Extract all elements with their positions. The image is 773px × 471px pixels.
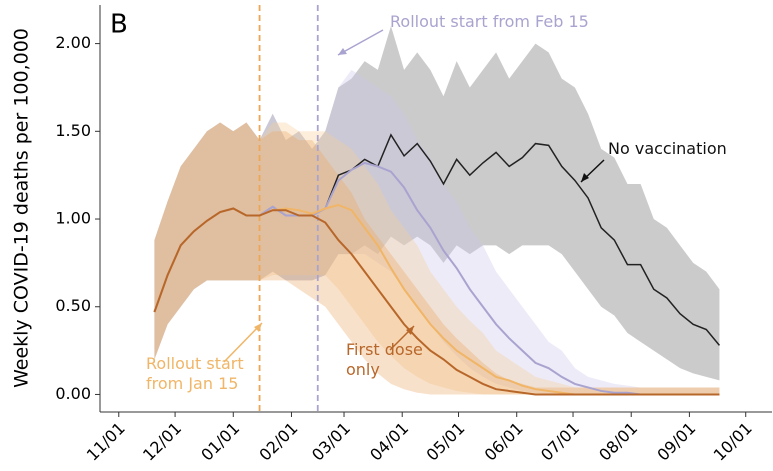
x-tick-label: 09/01 <box>653 419 699 465</box>
annotation: Rollout start from Jan 15 <box>146 354 244 393</box>
uncertainty-band <box>154 26 720 381</box>
y-tick-label: 2.00 <box>55 33 91 52</box>
x-tick-label: 07/01 <box>537 419 583 465</box>
arrow-head <box>254 323 262 332</box>
x-tick-label: 02/01 <box>255 419 301 465</box>
y-tick-label: 1.00 <box>55 209 91 228</box>
arrow-head <box>581 173 589 182</box>
x-tick-label: 04/01 <box>366 419 412 465</box>
arrow <box>223 322 263 363</box>
uncertainty-band <box>154 69 720 395</box>
x-tick-label: 08/01 <box>595 419 641 465</box>
uncertainty-band <box>154 122 720 395</box>
annotation: No vaccination <box>608 139 727 158</box>
annotation: Rollout start from Feb 15 <box>390 12 589 31</box>
x-tick-label: 01/01 <box>197 419 243 465</box>
annotation-arrows <box>223 29 605 363</box>
arrow <box>337 29 384 56</box>
x-tick-label: 06/01 <box>481 419 527 465</box>
y-tick-label: 0.50 <box>55 296 91 315</box>
arrow-head <box>338 48 347 55</box>
x-tick-label: 05/01 <box>422 419 468 465</box>
y-axis-title: Weekly COVID-19 deaths per 100,000 <box>11 28 33 388</box>
y-tick-label: 1.50 <box>55 121 91 140</box>
y-tick-label: 0.00 <box>55 384 91 403</box>
x-tick-label: 10/01 <box>710 419 756 465</box>
x-tick-label: 12/01 <box>139 419 185 465</box>
panel-letter: B <box>110 10 128 40</box>
annotation: First dose only <box>346 340 423 379</box>
series-line <box>153 207 720 396</box>
uncertainty-band <box>154 122 720 395</box>
x-tick-label: 03/01 <box>308 419 354 465</box>
plot-area <box>153 5 721 412</box>
x-tick-label: 11/01 <box>83 419 129 465</box>
arrow-head <box>406 326 414 335</box>
